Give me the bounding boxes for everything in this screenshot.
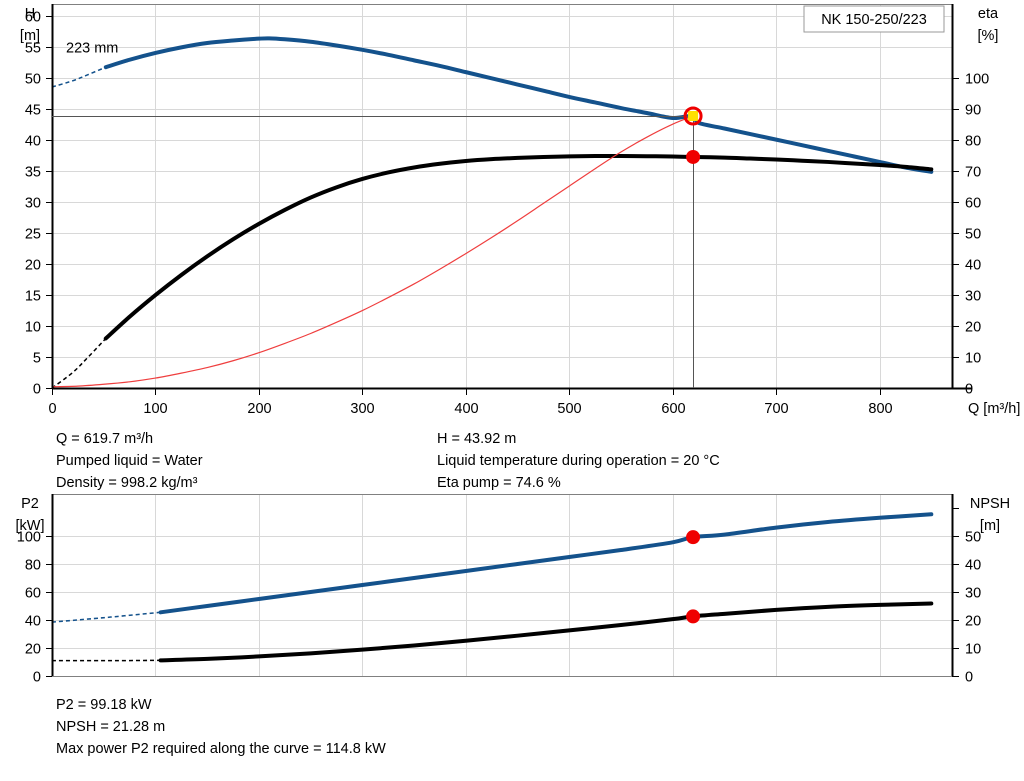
left-axis-tick-label: 20: [25, 642, 41, 658]
duty-marker-power: [686, 530, 701, 545]
left-axis-tick-label: 100: [17, 530, 41, 546]
curve-efficiency-curve-eta: [103, 154, 934, 341]
right-axis-tick-label: 40: [965, 258, 981, 274]
x-axis-tick-label: 600: [661, 401, 685, 417]
x-axis-tick-label: 0: [48, 401, 56, 417]
left-axis-tick-label: 10: [25, 320, 41, 336]
info-density: Density = 998.2 kg/m³: [56, 475, 198, 491]
x-axis-tick-label: 500: [557, 401, 581, 417]
duty-marker-square: [688, 110, 699, 121]
x-axis-label: Q [m³/h]: [968, 401, 1020, 417]
left-axis-tick-label: 55: [25, 41, 41, 57]
right-axis-unit: [m]: [980, 518, 1000, 534]
right-axis-tick-label: 10: [965, 642, 981, 658]
curve-dashed-extension: [51, 611, 161, 623]
right-axis-tick-label: 70: [965, 165, 981, 181]
head-efficiency-chart-svg: 0510152025303540455055600102030405060708…: [20, 4, 1020, 417]
info-head: H = 43.92 m: [437, 431, 517, 447]
pump-model-label: NK 150-250/223: [821, 12, 927, 28]
info-pumped-liquid: Pumped liquid = Water: [56, 453, 203, 469]
pump-model-box: [803, 5, 945, 33]
right-axis-tick-label: 0: [965, 382, 973, 398]
left-axis-tick-label: 0: [33, 382, 41, 398]
info-bottom-left-column: P2 = 99.18 kW NPSH = 21.28 m Max power P…: [56, 694, 386, 760]
info-top-left-column: Q = 619.7 m³/h Pumped liquid = Water Den…: [56, 428, 203, 494]
left-axis-tick-label: 40: [25, 134, 41, 150]
left-axis-tick-label: 40: [25, 614, 41, 630]
info-npsh: NPSH = 21.28 m: [56, 719, 166, 735]
left-axis-tick-label: 25: [25, 227, 41, 243]
left-axis-title: P2: [21, 496, 39, 512]
right-axis-tick-label: 10: [965, 351, 981, 367]
curve-power-p2: [158, 512, 934, 615]
right-axis-tick-label: 40: [965, 558, 981, 574]
left-axis-tick-label: 60: [25, 586, 41, 602]
right-axis-title: eta: [978, 6, 999, 22]
right-axis-title: NPSH: [970, 496, 1010, 512]
right-axis-tick-label: 100: [965, 72, 989, 88]
info-liquid-temperature: Liquid temperature during operation = 20…: [437, 453, 720, 469]
left-axis-unit: [kW]: [16, 518, 45, 534]
plot-frame: [52, 4, 953, 389]
left-axis-tick-label: 0: [33, 670, 41, 686]
operating-point-info-top: Q = 619.7 m³/h Pumped liquid = Water Den…: [0, 428, 1024, 491]
left-axis-tick-label: 45: [25, 103, 41, 119]
right-axis-tick-label: 50: [965, 530, 981, 546]
right-axis-tick-label: 80: [965, 134, 981, 150]
right-axis-tick-label: 0: [965, 670, 973, 686]
x-axis-tick-label: 300: [350, 401, 374, 417]
curve-npsh-power-reference-curve: [51, 115, 694, 388]
info-top-right-column: H = 43.92 m Liquid temperature during op…: [437, 428, 720, 494]
left-axis-title: H: [25, 6, 35, 22]
head-efficiency-chart: 0 5 10 15 20 25 30 35 40 45 50 55 60 0 10 20 30 40 50 60 70 8…: [20, 4, 1020, 417]
right-axis-tick-label: 90: [965, 103, 981, 119]
info-max-power: Max power P2 required along the curve = …: [56, 741, 386, 757]
gridlines: [52, 4, 952, 389]
left-axis-tick-label: 30: [25, 196, 41, 212]
power-npsh-chart-svg: 0 20 40 60 80 100 0 10 20 30 40 50 P2 [kW] NPSH [m]: [16, 494, 1010, 686]
left-axis-unit: [m]: [20, 28, 40, 44]
right-axis-tick-label: 60: [965, 196, 981, 212]
x-axis-tick-label: 800: [868, 401, 892, 417]
left-axis-tick-label: 5: [33, 351, 41, 367]
left-axis-tick-label: 80: [25, 558, 41, 574]
left-axis-tick-label: 60: [25, 10, 41, 26]
curve-dashed-extension: [51, 337, 107, 389]
x-axis-tick-label: 700: [764, 401, 788, 417]
right-axis-tick-label: 50: [965, 227, 981, 243]
x-axis-tick-label: 200: [247, 401, 271, 417]
curve-npsh: [158, 601, 934, 663]
left-axis-tick-label: 15: [25, 289, 41, 305]
left-axis-tick-label: 35: [25, 165, 41, 181]
duty-marker-eta: [686, 149, 701, 164]
x-axis-tick-label: 400: [454, 401, 478, 417]
duty-marker-npsh: [686, 609, 701, 624]
left-axis-tick-label: 50: [25, 72, 41, 88]
operating-point-info-bottom: P2 = 99.18 kW NPSH = 21.28 m Max power P…: [0, 694, 1024, 766]
curve-head-curve-h: [103, 36, 934, 174]
impeller-diameter-label: 223 mm: [66, 40, 118, 56]
right-axis-unit: [%]: [978, 28, 999, 44]
info-eta-pump: Eta pump = 74.6 %: [437, 475, 561, 491]
right-axis-tick-label: 30: [965, 586, 981, 602]
power-npsh-chart: 0 20 40 60 80 100 0 10 20 30 40 50 P2 [kW] NPSH [m]: [0, 490, 1024, 690]
curve-dashed-extension: [51, 66, 107, 88]
info-flow-rate: Q = 619.7 m³/h: [56, 431, 154, 447]
right-axis-tick-label: 30: [965, 289, 981, 305]
left-axis-tick-label: 20: [25, 258, 41, 274]
duty-marker-head: [683, 106, 703, 126]
info-power-p2: P2 = 99.18 kW: [56, 697, 152, 713]
x-axis-tick-label: 100: [143, 401, 167, 417]
right-axis-tick-label: 20: [965, 320, 981, 336]
right-axis-tick-label: 20: [965, 614, 981, 630]
